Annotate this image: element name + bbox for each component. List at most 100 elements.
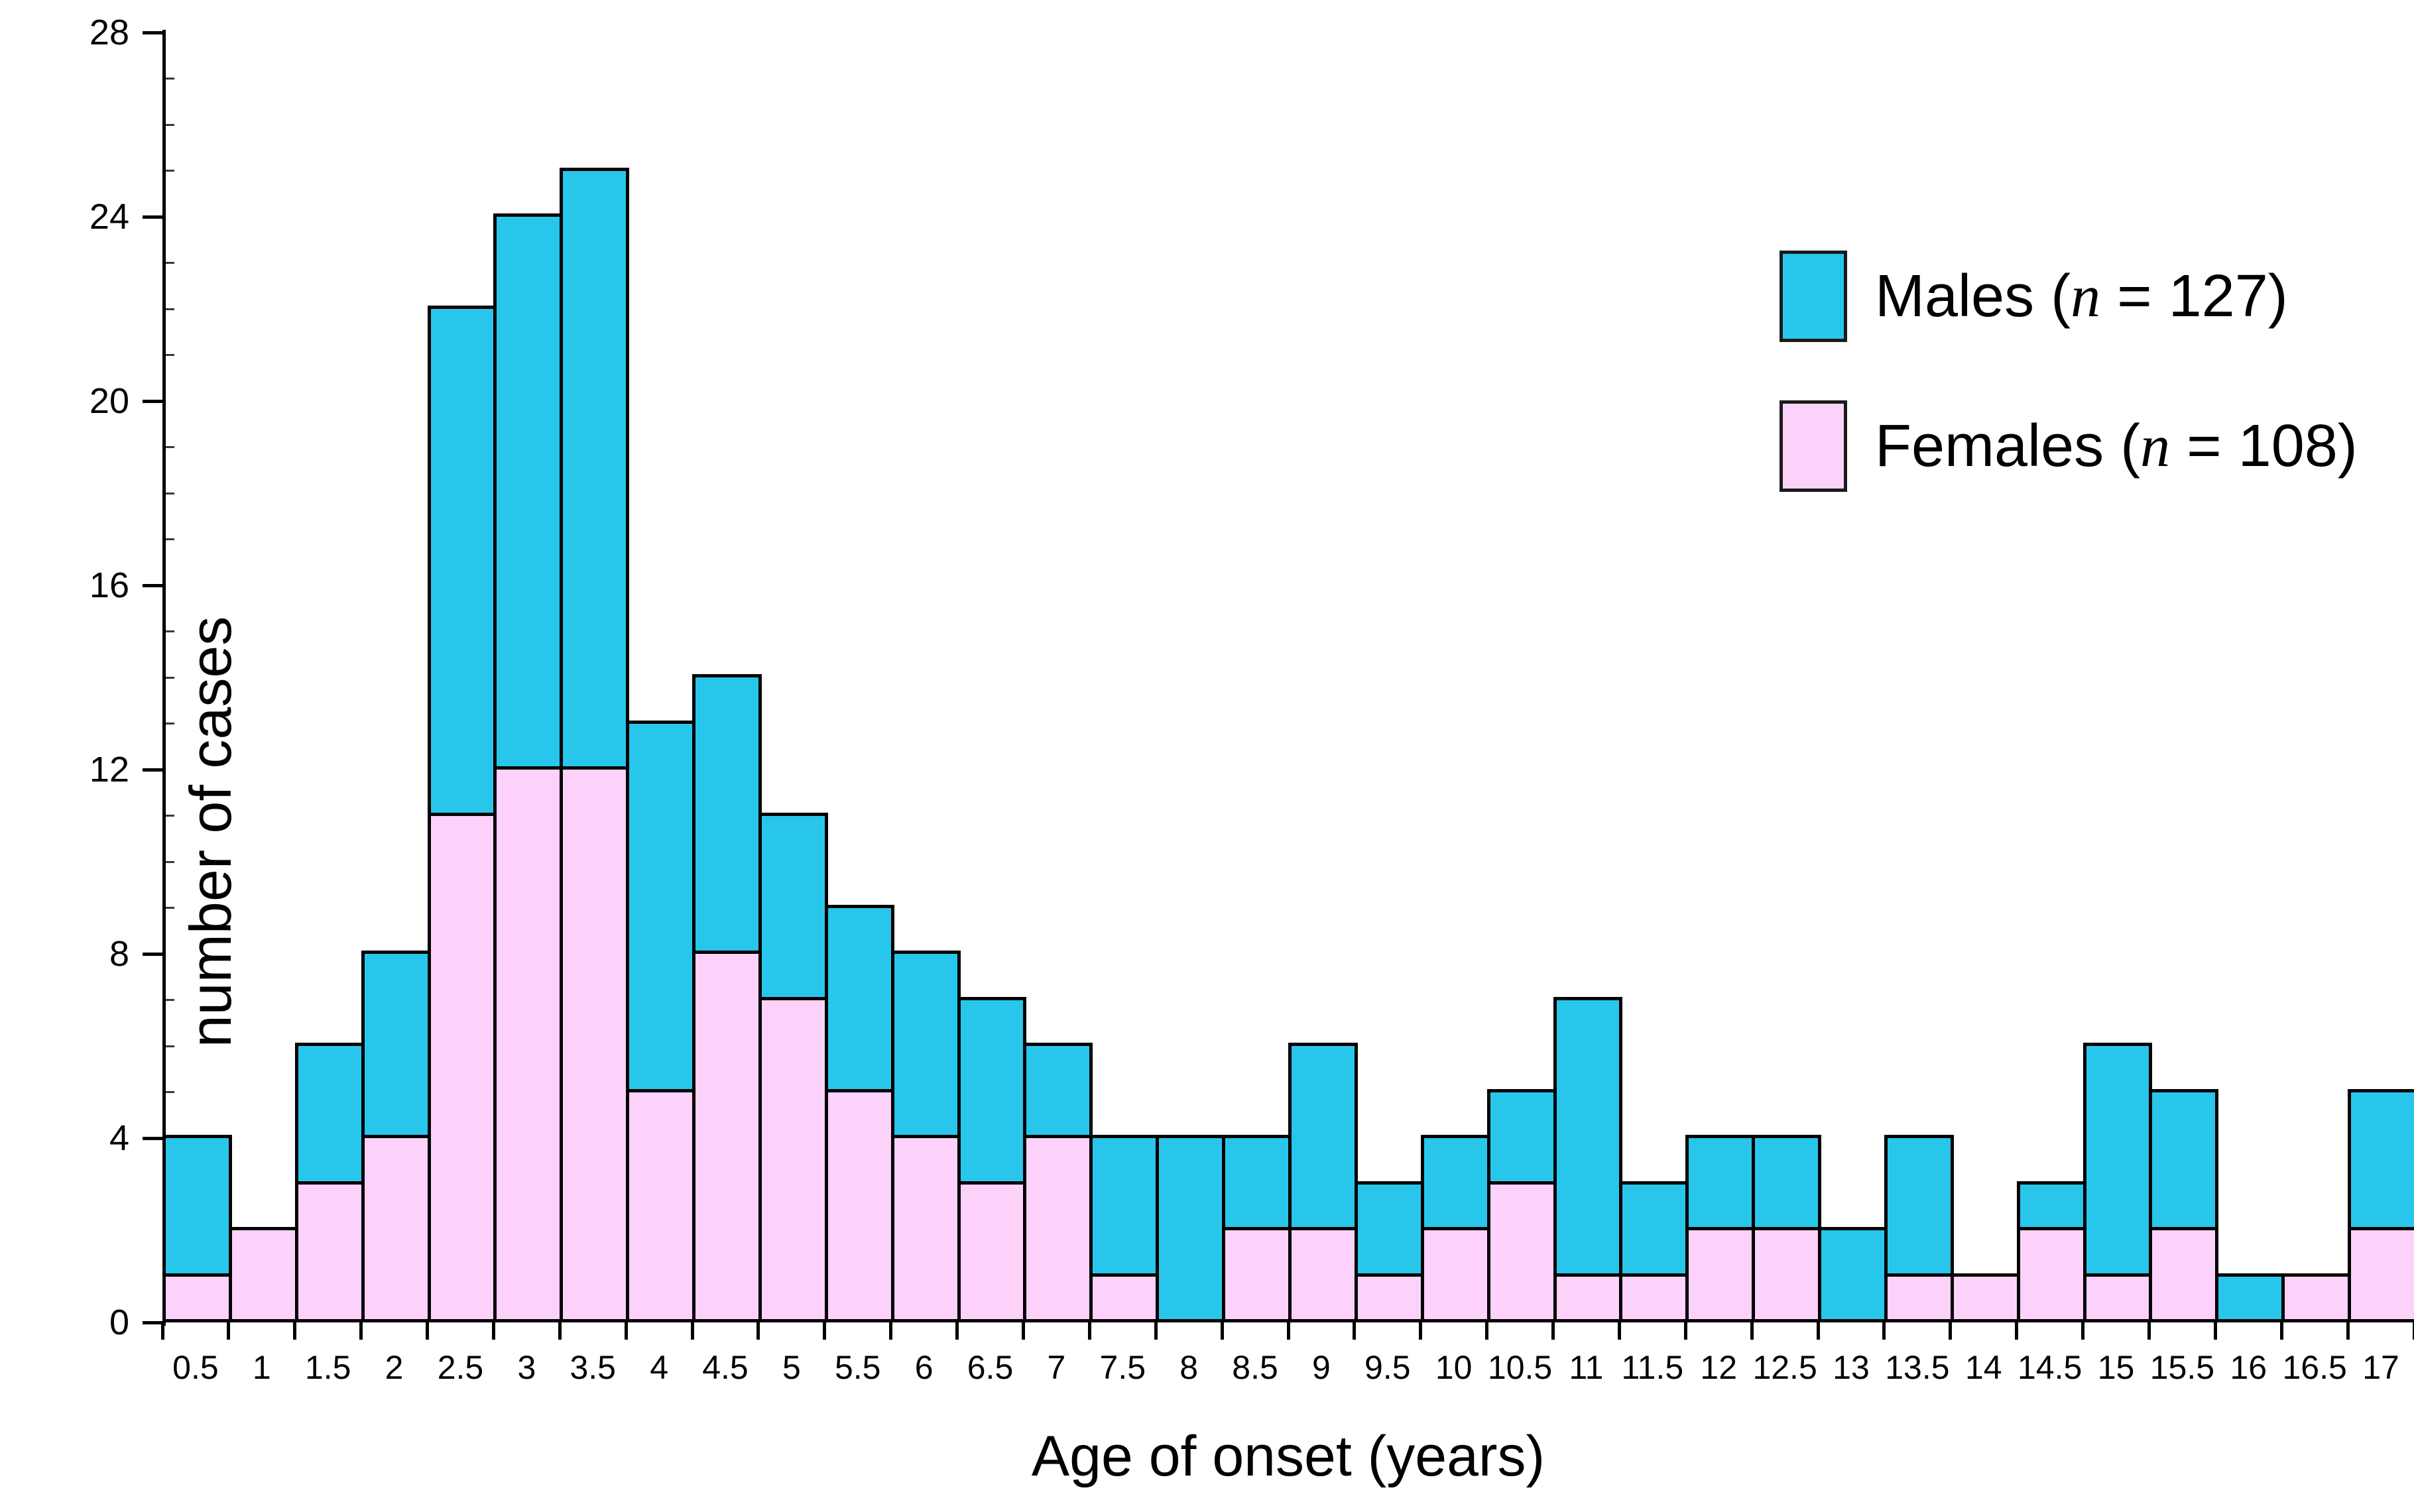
y-tick	[143, 399, 162, 403]
x-tick-label: 14.5	[2017, 1349, 2082, 1386]
y-tick-label: 28	[89, 13, 129, 52]
bar-segment-female	[1222, 1227, 1292, 1322]
x-tick-label: 4.5	[702, 1349, 749, 1386]
y-minor-tick	[166, 860, 174, 863]
bar-segment-male	[2215, 1273, 2285, 1322]
x-tick-label: 6	[914, 1349, 934, 1386]
y-tick-label: 0	[109, 1303, 129, 1342]
x-tick-label: 15	[2097, 1349, 2135, 1386]
x-tick-label: 7	[1047, 1349, 1066, 1386]
y-minor-tick	[166, 630, 174, 632]
x-tick	[624, 1322, 628, 1340]
x-tick	[227, 1322, 231, 1340]
x-tick	[2081, 1322, 2085, 1340]
bar-segment-male	[1354, 1181, 1424, 1277]
x-tick	[160, 1322, 164, 1340]
bar-segment-female	[2281, 1273, 2352, 1322]
bar-segment-male	[1023, 1043, 1093, 1138]
x-tick	[2346, 1322, 2350, 1340]
x-tick	[1617, 1322, 1621, 1340]
bar-segment-female	[2348, 1227, 2414, 1322]
x-tick	[359, 1322, 363, 1340]
x-tick	[426, 1322, 430, 1340]
y-minor-tick	[166, 262, 174, 264]
bar-segment-female	[294, 1181, 365, 1322]
y-tick	[143, 952, 162, 956]
bar-segment-female	[758, 996, 828, 1322]
y-tick-label: 24	[89, 197, 129, 237]
males-legend-label: Males (n = 127)	[1875, 262, 2288, 329]
x-tick	[1882, 1322, 1886, 1340]
females-swatch	[1780, 400, 1847, 492]
x-tick	[1419, 1322, 1423, 1340]
bar-segment-male	[890, 951, 961, 1138]
y-tick	[143, 768, 162, 772]
bar-segment-male	[1222, 1135, 1292, 1230]
x-tick	[1154, 1322, 1158, 1340]
y-minor-tick	[166, 907, 174, 909]
x-tick	[293, 1322, 297, 1340]
bar-segment-female	[692, 951, 762, 1322]
males-swatch	[1780, 251, 1847, 342]
x-tick-label: 13	[1833, 1349, 1870, 1386]
y-tick	[143, 583, 162, 587]
bar-segment-male	[1818, 1227, 1888, 1322]
legend-item-males: Males (n = 127)	[1780, 251, 2358, 342]
y-tick	[143, 1136, 162, 1140]
y-tick-label: 12	[89, 750, 129, 789]
bar-segment-female	[2149, 1227, 2219, 1322]
bar-segment-male	[427, 306, 497, 816]
y-minor-tick	[166, 1091, 174, 1093]
bar-segment-male	[1420, 1135, 1490, 1230]
bar-segment-female	[890, 1135, 961, 1322]
bar-segment-male	[1685, 1135, 1756, 1230]
x-tick	[1683, 1322, 1687, 1340]
x-tick	[823, 1322, 827, 1340]
bar-segment-female	[1089, 1273, 1160, 1322]
bar-segment-male	[1884, 1135, 1954, 1277]
bar-segment-male	[758, 812, 828, 1000]
x-tick	[2279, 1322, 2283, 1340]
bar-segment-male	[2348, 1088, 2414, 1230]
bar-segment-female	[493, 766, 564, 1322]
x-tick-label: 16.5	[2282, 1349, 2347, 1386]
bar-segment-male	[1752, 1135, 1822, 1230]
bar-segment-male	[162, 1135, 232, 1277]
bar-segment-female	[560, 766, 630, 1322]
bar-segment-male	[692, 674, 762, 954]
y-tick	[143, 215, 162, 219]
y-tick-label: 4	[109, 1118, 129, 1158]
y-axis-line	[162, 30, 166, 1326]
x-tick	[889, 1322, 893, 1340]
x-tick-label: 7.5	[1099, 1349, 1146, 1386]
bar-segment-male	[2016, 1181, 2086, 1230]
x-tick-label: 2.5	[437, 1349, 484, 1386]
x-tick-label: 13.5	[1885, 1349, 1950, 1386]
legend-item-females: Females (n = 108)	[1780, 400, 2358, 492]
x-tick	[2213, 1322, 2217, 1340]
y-minor-tick	[166, 354, 174, 356]
x-tick-label: 6.5	[967, 1349, 1014, 1386]
y-minor-tick	[166, 492, 174, 494]
x-axis-title: Age of onset (years)	[1031, 1425, 1545, 1488]
y-tick-label: 8	[109, 934, 129, 974]
x-tick-label: 9.5	[1364, 1349, 1411, 1386]
x-tick-label: 17	[2362, 1349, 2399, 1386]
y-minor-tick	[166, 815, 174, 817]
bar-segment-female	[427, 812, 497, 1322]
bar-segment-female	[1023, 1135, 1093, 1322]
x-tick	[558, 1322, 562, 1340]
bar-segment-male	[1486, 1088, 1557, 1185]
bar-segment-male	[294, 1043, 365, 1185]
bar-segment-female	[1752, 1227, 1822, 1322]
y-tick-label: 20	[89, 381, 129, 421]
y-axis-title: number of cases	[178, 616, 243, 1048]
x-tick	[756, 1322, 760, 1340]
bar-segment-female	[1884, 1273, 1954, 1322]
plot-area: 0 4 8 12 16 20 24 28 0.5 1 1.5 2 2.5 3 3.5 4 4.5 5 5.5 6 6.…	[90, 13, 2414, 1386]
x-tick-label: 15.5	[2149, 1349, 2215, 1386]
y-minor-tick	[166, 676, 174, 679]
x-tick-label: 3	[517, 1349, 536, 1386]
legend: Males (n = 127) Females (n = 108)	[1780, 251, 2358, 550]
